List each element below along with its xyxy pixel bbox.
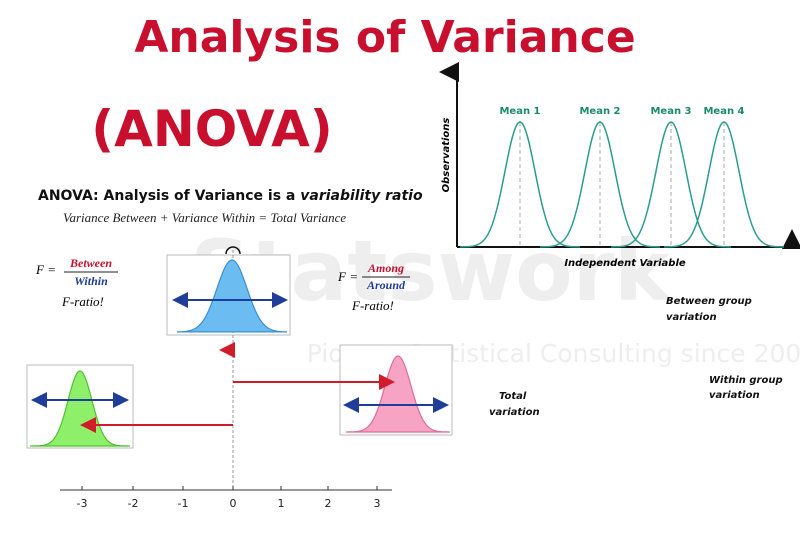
tick-label: -1 xyxy=(178,497,189,510)
top-arc xyxy=(225,246,241,255)
annotation-line: Between group xyxy=(666,296,752,307)
annotation: Total variation xyxy=(489,391,540,418)
number-ticks: -3 -2 -1 0 1 2 3 xyxy=(77,486,381,510)
ratio-numerator: Between xyxy=(69,256,112,270)
title: Analysis of Variance xyxy=(134,12,635,63)
annotation-line: Total xyxy=(499,391,527,402)
mean-label: Mean 2 xyxy=(579,106,620,117)
tick-label: -2 xyxy=(128,497,139,510)
x-axis-label: Independent Variable xyxy=(564,258,686,269)
ratio-prefix: F = xyxy=(35,262,56,277)
ratio-numerator: Among xyxy=(367,261,404,275)
tick-label: 1 xyxy=(278,497,285,510)
ratio-denominator: Within xyxy=(74,274,108,288)
ratio-denominator: Around xyxy=(366,278,406,292)
group-curve xyxy=(539,121,661,248)
annotation-line: variation xyxy=(709,390,760,401)
mean-label: Mean 3 xyxy=(650,106,691,117)
bell-curve xyxy=(30,370,130,447)
tick-label: 0 xyxy=(230,497,237,510)
ratio-caption: F-ratio! xyxy=(351,298,394,313)
means: Mean 1 Mean 2 Mean 3 Mean 4 xyxy=(459,106,785,248)
equation: Variance Between + Variance Within = Tot… xyxy=(63,210,346,225)
group-curve xyxy=(610,121,732,248)
intro-lead: ANOVA: Analysis of Variance is a xyxy=(38,188,300,204)
annotation: Between group variation xyxy=(666,296,752,323)
annotation: Within group variation xyxy=(709,375,783,401)
ratio-prefix: F = xyxy=(337,269,358,284)
subtitle: (ANOVA) xyxy=(91,100,332,158)
mean-label: Mean 4 xyxy=(703,106,744,117)
annotation-line: Within group xyxy=(709,375,783,386)
intro-emphasis: variability ratio xyxy=(300,188,423,204)
ratio-caption: F-ratio! xyxy=(61,294,104,309)
group-curve xyxy=(663,121,785,248)
bell-curve xyxy=(346,355,450,433)
intro: ANOVA: Analysis of Variance is a variabi… xyxy=(38,188,423,204)
mean-label: Mean 1 xyxy=(499,106,540,117)
annotation-line: variation xyxy=(489,407,540,418)
annotation-line: variation xyxy=(666,312,717,323)
y-axis-label: Observations xyxy=(441,118,452,193)
tick-label: 3 xyxy=(374,497,381,510)
tick-label: 2 xyxy=(325,497,332,510)
tick-label: -3 xyxy=(77,497,88,510)
